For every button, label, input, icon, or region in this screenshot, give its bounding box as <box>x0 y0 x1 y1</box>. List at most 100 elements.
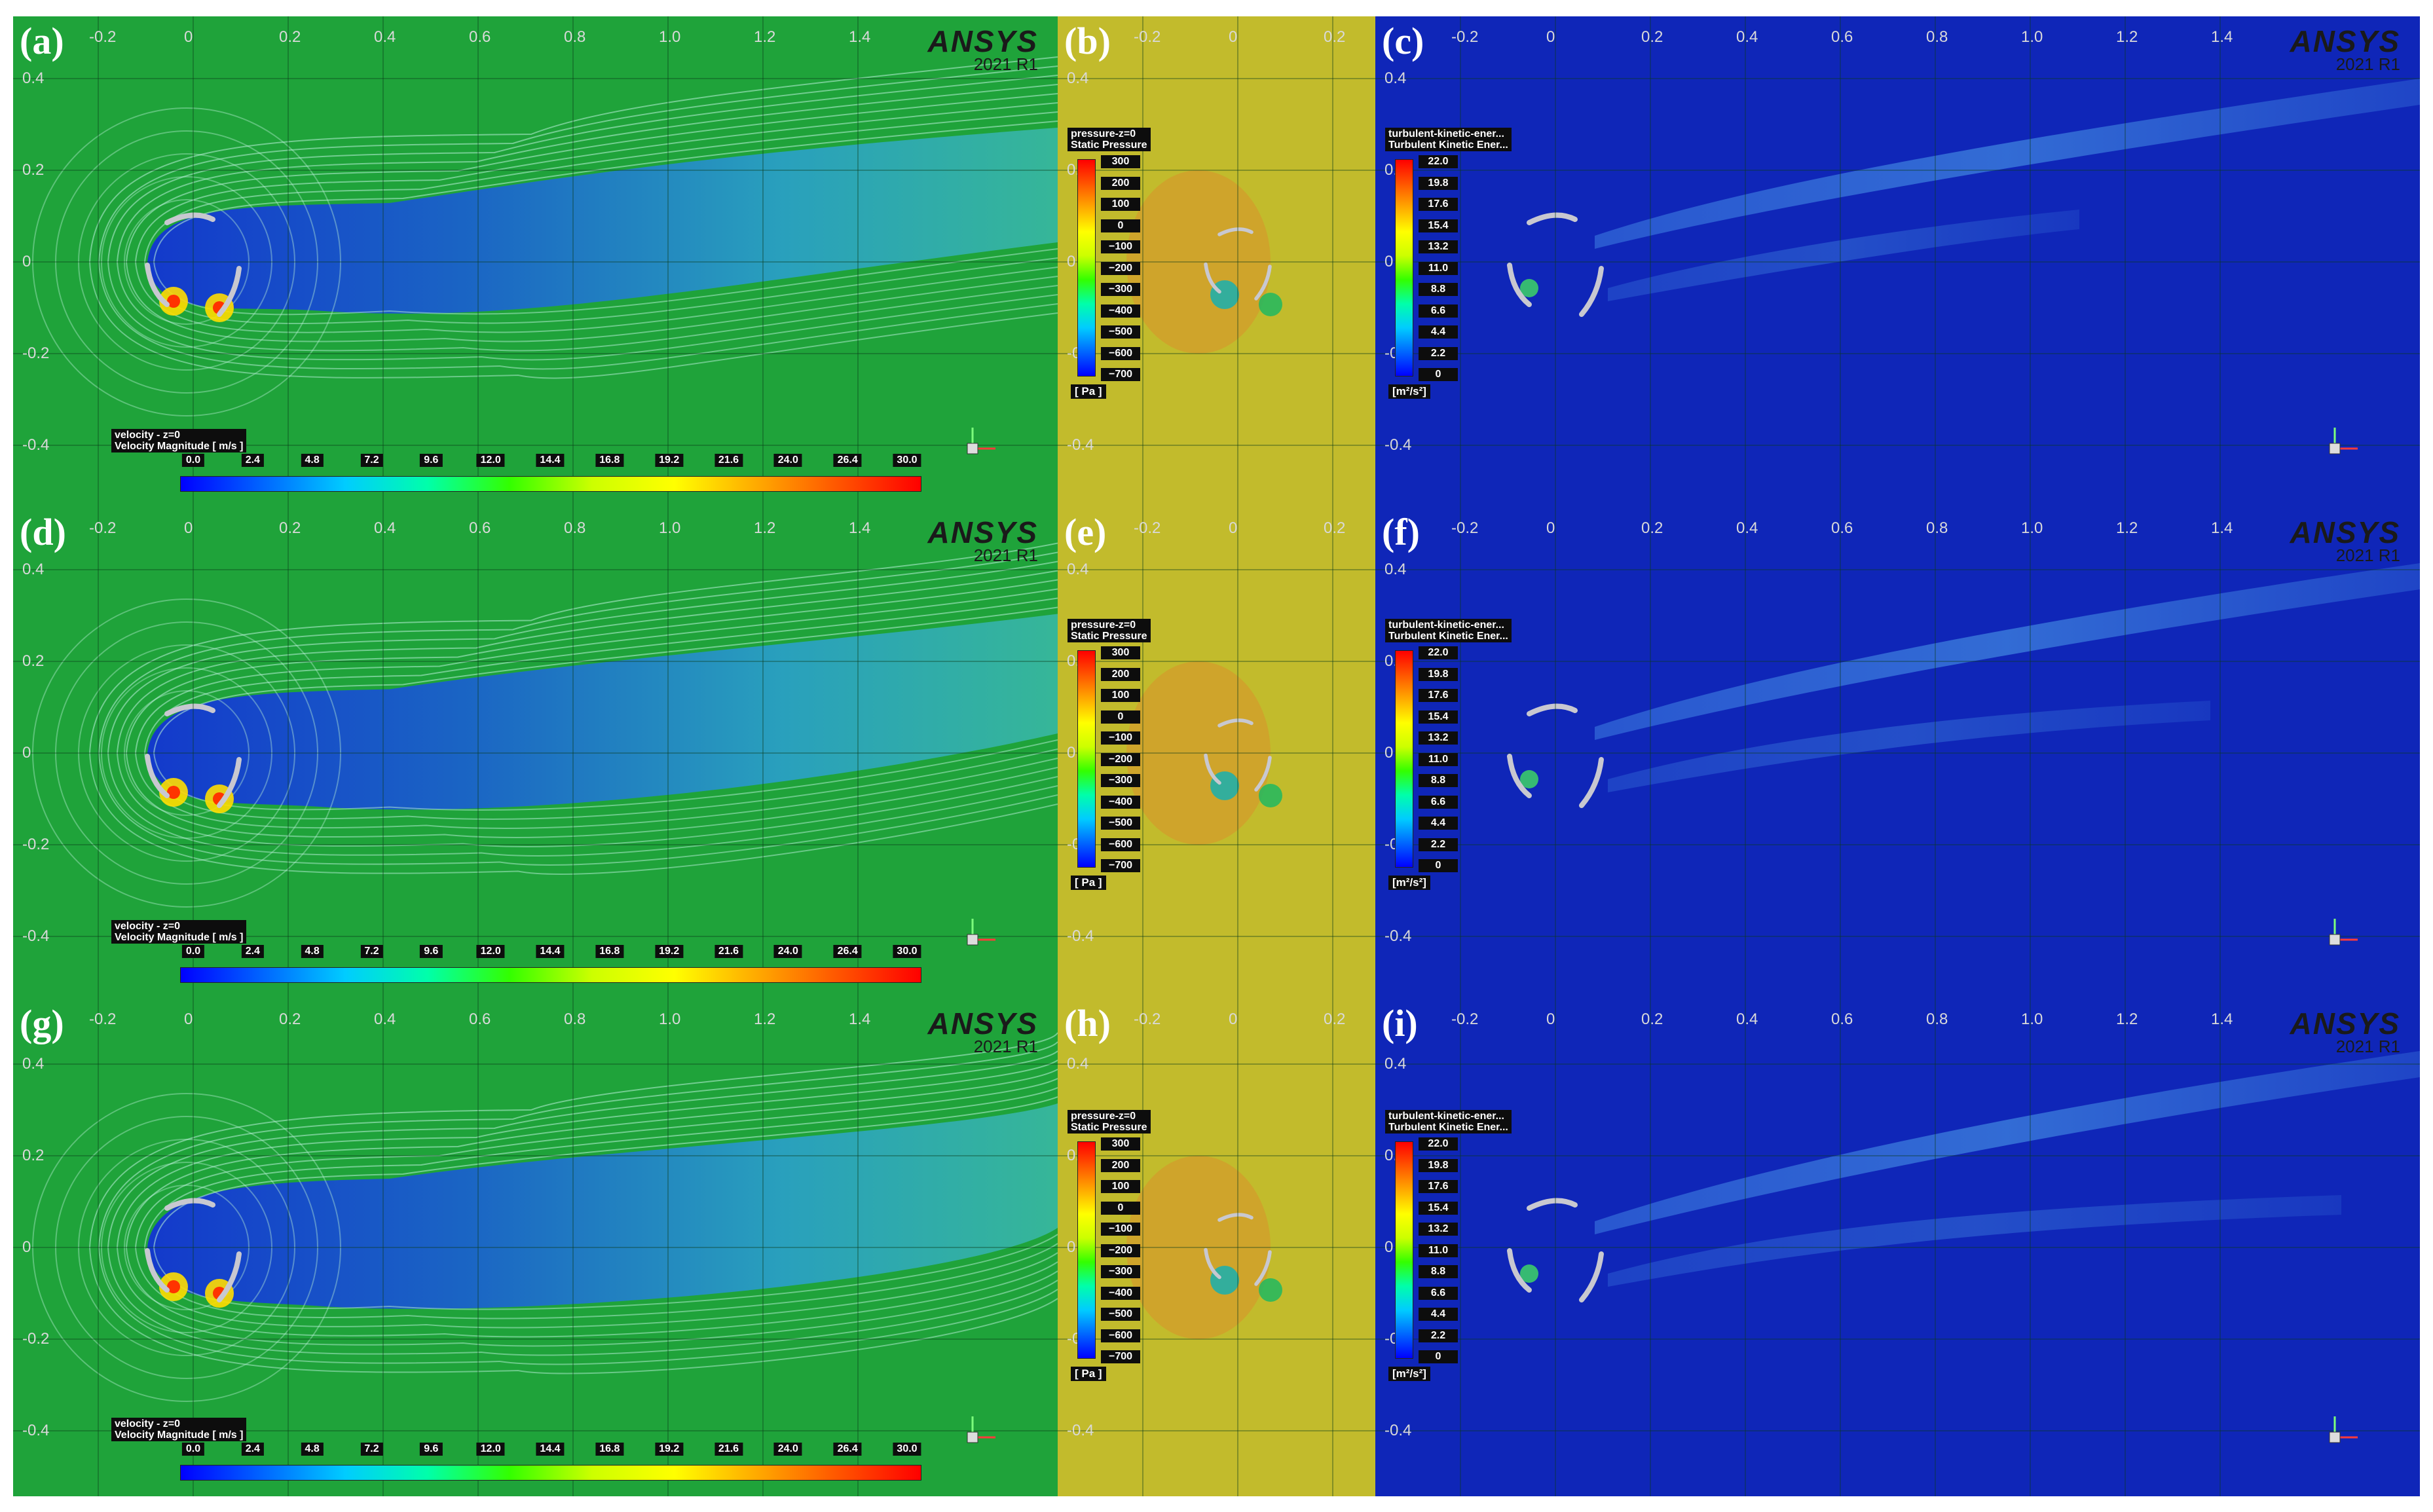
y-tick-label: 0 <box>22 744 31 762</box>
colorbar-tick-label: −400 <box>1101 304 1140 318</box>
contour-line <box>55 621 318 885</box>
turbine-rotor <box>1204 1213 1272 1286</box>
contour-line <box>107 561 1058 754</box>
contour-line <box>144 1087 1058 1248</box>
colorbar-tick-label: 100 <box>1101 198 1140 211</box>
y-tick-label: -0.2 <box>22 344 50 362</box>
colorbar-tick-label: −100 <box>1101 731 1140 745</box>
colorbar-tick-label: 12.0 <box>476 945 505 958</box>
legend-title: turbulent-kinetic-ener... Turbulent Kinet… <box>1385 1110 1512 1134</box>
turbine-blade <box>217 266 242 317</box>
legend-title-line: pressure-z=0 <box>1071 128 1136 139</box>
x-tick-label: 0.8 <box>1926 1010 1948 1028</box>
colorbar-tick-label: 0 <box>1101 1201 1140 1215</box>
legend-title-line: velocity - z=0 <box>115 1418 181 1429</box>
x-tick-label: 0.4 <box>1736 28 1758 46</box>
colorbar-tick-label: 19.2 <box>655 454 684 467</box>
turbine-blade <box>217 757 242 808</box>
contour-line <box>89 1032 1058 1248</box>
colorbar-tick-label: 4.8 <box>301 1443 324 1456</box>
legend-title-line: Static Pressure <box>1071 1122 1147 1133</box>
colorbar-tick-label: 26.4 <box>833 945 862 958</box>
contour-line <box>89 542 1058 754</box>
panel-b: -0.200.20.40.20-0.2-0.4(b)pressure-z=0St… <box>1058 16 1375 507</box>
turbine-blade <box>1579 1251 1604 1302</box>
contour-line <box>135 261 1058 333</box>
contour-line <box>98 551 1058 754</box>
colorbar-tick-label: 8.8 <box>1419 1265 1458 1278</box>
contour-line <box>135 588 1058 754</box>
turbine-blade <box>217 1251 242 1302</box>
turbine-blade <box>164 212 215 225</box>
y-tick-label: -0.4 <box>22 436 50 454</box>
turbine-blade <box>1527 703 1578 716</box>
turbulent-wake-lower <box>1608 701 2210 792</box>
y-tick-label: 0.4 <box>22 561 45 578</box>
y-tick-label: 0 <box>22 1238 31 1256</box>
pressure-colorbar <box>1077 159 1096 377</box>
x-tick-label: 0.4 <box>1736 1010 1758 1028</box>
x-tick-label: -0.2 <box>89 28 117 46</box>
colorbar-tick-label: 7.2 <box>360 1443 383 1456</box>
tke-hotspot <box>1520 770 1538 788</box>
ansys-name: ANSYS <box>927 1006 1038 1041</box>
colorbar-tick-label: −300 <box>1101 283 1140 296</box>
ansys-logo: ANSYS 2021 R1 <box>927 1006 1038 1055</box>
x-tick-label: -0.2 <box>89 519 117 537</box>
colorbar-tick-label: −400 <box>1101 795 1140 809</box>
x-tick-label: -0.2 <box>1451 1010 1479 1028</box>
y-tick-label: 0.4 <box>1384 69 1407 87</box>
colorbar-tick-label: 19.2 <box>655 1443 684 1456</box>
legend-title: velocity - z=0 Velocity Magnitude [ m/s ] <box>111 429 247 452</box>
legend-title-line: Static Pressure <box>1071 139 1147 151</box>
y-tick-label: 0 <box>22 253 31 270</box>
colorbar-tick-label: −500 <box>1101 817 1140 830</box>
x-tick-label: -0.2 <box>1134 519 1161 537</box>
contour-line <box>89 1247 1058 1374</box>
vortex-core <box>1259 784 1282 807</box>
y-tick-label: -0.4 <box>1067 436 1094 454</box>
turbine-blade <box>1254 265 1272 301</box>
colorbar-tick-label: 0.0 <box>181 1443 205 1456</box>
colorbar-tick-label: 2.2 <box>1419 346 1458 360</box>
tke-hotspot <box>1520 1264 1538 1283</box>
colorbar-tick-label: 22.0 <box>1419 155 1458 168</box>
turbine-blade <box>1527 1198 1578 1211</box>
legend-title-line: Static Pressure <box>1071 631 1147 642</box>
axis-triad-icon <box>2328 913 2368 946</box>
axis-triad-icon <box>2328 422 2368 455</box>
turbine-rotor <box>1507 1198 1604 1302</box>
contour-line <box>55 130 318 394</box>
contour-line <box>144 748 1058 820</box>
x-tick-label: 1.2 <box>2116 1010 2138 1028</box>
colorbar-tick-label: 0.0 <box>181 454 205 467</box>
axis-triad-icon <box>966 422 1005 455</box>
colorbar-tick-label: −100 <box>1101 240 1140 253</box>
x-tick-label: 0.2 <box>279 28 301 46</box>
contour-line <box>126 261 1058 342</box>
x-tick-label: 0.2 <box>279 1010 301 1028</box>
turbine-rotor <box>1507 212 1604 317</box>
panel-label: (f) <box>1382 511 1420 553</box>
contour-line <box>98 752 1058 866</box>
tke-hotspot <box>1520 279 1538 297</box>
colorbar-tick-label: 13.2 <box>1419 731 1458 745</box>
turbulent-wake-upper <box>1595 1051 2420 1234</box>
y-tick-label: 0.4 <box>1067 69 1089 87</box>
x-tick-label: 1.0 <box>659 28 681 46</box>
y-tick-label: -0.4 <box>1384 436 1412 454</box>
x-tick-label: 0.6 <box>1831 1010 1853 1028</box>
turbine-blade <box>164 1198 215 1211</box>
colorbar-tick-label: −600 <box>1101 838 1140 851</box>
colorbar-tick-label: 200 <box>1101 667 1140 681</box>
y-tick-label: 0.2 <box>22 1147 45 1164</box>
field-plot <box>1375 16 2420 507</box>
ansys-name: ANSYS <box>2290 515 2400 549</box>
colorbar-tick-label: 11.0 <box>1419 752 1458 766</box>
turbulent-wake-upper <box>1595 563 2420 740</box>
legend-title: pressure-z=0 Static Pressure <box>1068 619 1151 642</box>
y-tick-label: 0.2 <box>22 161 45 179</box>
contour-line <box>117 1247 1058 1347</box>
contour-line <box>117 752 1058 847</box>
turbulent-wake-upper <box>1595 79 2420 249</box>
